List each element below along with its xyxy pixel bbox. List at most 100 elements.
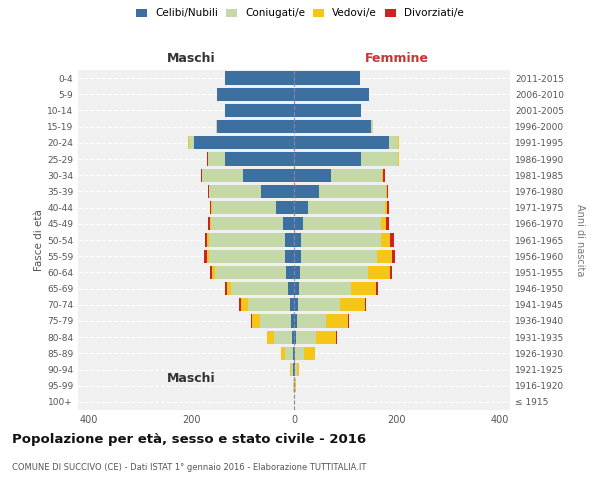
Bar — [294, 72, 360, 85]
Bar — [212, 201, 294, 214]
Bar — [294, 314, 326, 328]
Bar — [294, 72, 360, 85]
Bar — [260, 314, 294, 328]
Bar — [216, 120, 294, 134]
Text: Maschi: Maschi — [167, 372, 215, 386]
Bar — [294, 217, 303, 230]
Bar — [217, 88, 294, 101]
Bar — [201, 168, 294, 182]
Bar — [294, 120, 373, 134]
Bar — [252, 314, 294, 328]
Bar — [294, 363, 299, 376]
Bar — [292, 330, 294, 344]
Bar — [294, 346, 315, 360]
Bar — [274, 330, 294, 344]
Bar — [294, 152, 399, 166]
Bar — [224, 72, 294, 85]
Bar — [294, 250, 392, 263]
Bar — [207, 234, 294, 246]
Bar — [294, 120, 373, 134]
Bar — [285, 234, 294, 246]
Bar — [216, 120, 294, 134]
Bar — [294, 201, 385, 214]
Bar — [294, 298, 340, 312]
Bar — [294, 136, 399, 149]
Bar — [281, 346, 294, 360]
Bar — [294, 282, 376, 295]
Bar — [294, 185, 386, 198]
Bar — [294, 379, 295, 392]
Bar — [294, 217, 382, 230]
Bar — [294, 168, 331, 182]
Bar — [294, 120, 371, 134]
Bar — [224, 72, 294, 85]
Bar — [294, 379, 296, 392]
Bar — [294, 379, 296, 392]
Bar — [294, 136, 389, 149]
Bar — [276, 201, 294, 214]
Text: Maschi: Maschi — [167, 52, 215, 65]
Bar — [294, 88, 368, 101]
Bar — [188, 136, 294, 149]
Y-axis label: Fasce di età: Fasce di età — [34, 209, 44, 271]
Bar — [294, 168, 382, 182]
Bar — [294, 217, 389, 230]
Bar — [281, 346, 294, 360]
Bar — [294, 330, 296, 344]
Text: Popolazione per età, sesso e stato civile - 2016: Popolazione per età, sesso e stato civil… — [12, 432, 366, 446]
Bar — [209, 201, 294, 214]
Bar — [294, 250, 395, 263]
Bar — [294, 250, 377, 263]
Bar — [231, 282, 294, 295]
Bar — [294, 88, 368, 101]
Bar — [294, 363, 296, 376]
Bar — [294, 152, 398, 166]
Bar — [248, 298, 294, 312]
Bar — [209, 185, 294, 198]
Bar — [294, 120, 373, 134]
Bar — [294, 363, 299, 376]
Bar — [208, 185, 294, 198]
Bar — [283, 217, 294, 230]
Bar — [224, 152, 294, 166]
Bar — [294, 250, 301, 263]
Bar — [294, 201, 387, 214]
Bar — [294, 104, 361, 117]
Bar — [294, 136, 399, 149]
Bar — [294, 266, 300, 279]
Bar — [294, 88, 368, 101]
Bar — [202, 168, 294, 182]
Bar — [294, 201, 308, 214]
Bar — [294, 346, 304, 360]
Bar — [294, 314, 349, 328]
Bar — [290, 363, 294, 376]
Bar — [294, 104, 361, 117]
Bar — [285, 346, 294, 360]
Bar — [204, 250, 294, 263]
Bar — [294, 282, 378, 295]
Y-axis label: Anni di nascita: Anni di nascita — [575, 204, 585, 276]
Bar — [294, 72, 360, 85]
Bar — [291, 314, 294, 328]
Bar — [294, 330, 337, 344]
Bar — [260, 185, 294, 198]
Bar — [294, 266, 392, 279]
Bar — [294, 185, 386, 198]
Bar — [292, 363, 294, 376]
Bar — [188, 136, 294, 149]
Bar — [294, 217, 386, 230]
Bar — [224, 104, 294, 117]
Bar — [224, 104, 294, 117]
Bar — [294, 298, 365, 312]
Bar — [294, 88, 368, 101]
Bar — [209, 266, 294, 279]
Bar — [294, 314, 296, 328]
Bar — [205, 234, 294, 246]
Bar — [290, 363, 294, 376]
Bar — [294, 234, 381, 246]
Bar — [267, 330, 294, 344]
Bar — [294, 72, 360, 85]
Bar — [208, 217, 294, 230]
Bar — [217, 88, 294, 101]
Bar — [294, 282, 299, 295]
